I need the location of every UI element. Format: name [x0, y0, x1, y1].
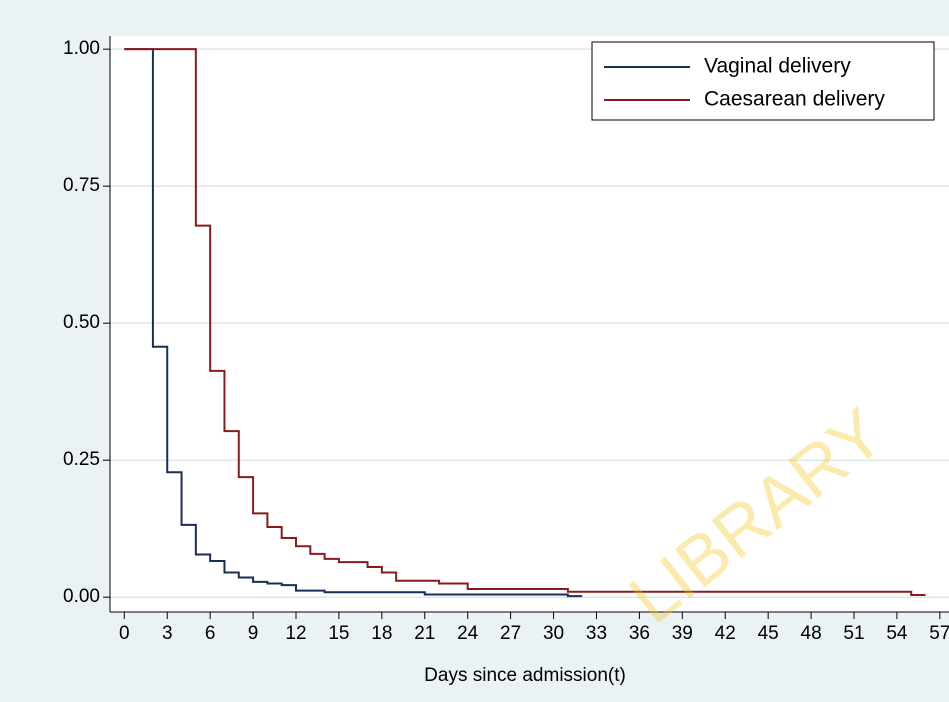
x-tick-label: 21: [414, 623, 435, 644]
x-tick-label: 45: [758, 623, 779, 644]
x-tick-label: 27: [500, 623, 521, 644]
x-tick-label: 30: [543, 623, 564, 644]
y-tick-label: 0.25: [63, 449, 100, 470]
y-tick-label: 0.75: [63, 175, 100, 196]
x-tick-label: 48: [801, 623, 822, 644]
x-tick-label: 9: [248, 623, 259, 644]
plot-area: [110, 36, 949, 612]
legend-box: [591, 41, 935, 121]
x-tick-label: 51: [843, 623, 864, 644]
legend-label: Caesarean delivery: [704, 88, 885, 111]
legend-label: Vaginal delivery: [704, 55, 851, 78]
survival-line: [124, 48, 926, 597]
y-tick-label: 1.00: [63, 38, 100, 59]
y-tick-label: 0.00: [63, 586, 100, 607]
x-tick-label: 15: [328, 623, 349, 644]
x-tick-label: 3: [162, 623, 173, 644]
x-tick-label: 24: [457, 623, 479, 644]
survival-line: [124, 48, 583, 598]
y-tick-label: 0.50: [63, 312, 100, 333]
x-tick-label: 12: [285, 623, 306, 644]
x-tick-label: 54: [886, 623, 908, 644]
x-axis-label: Days since admission(t): [424, 665, 626, 686]
x-tick-label: 36: [629, 623, 650, 644]
x-tick-label: 6: [205, 623, 216, 644]
x-tick-label: 42: [715, 623, 736, 644]
x-tick-label: 33: [586, 623, 607, 644]
x-tick-label: 39: [672, 623, 693, 644]
x-tick-label: 18: [371, 623, 392, 644]
x-tick-label: 57: [929, 623, 949, 644]
x-tick-label: 0: [119, 623, 130, 644]
